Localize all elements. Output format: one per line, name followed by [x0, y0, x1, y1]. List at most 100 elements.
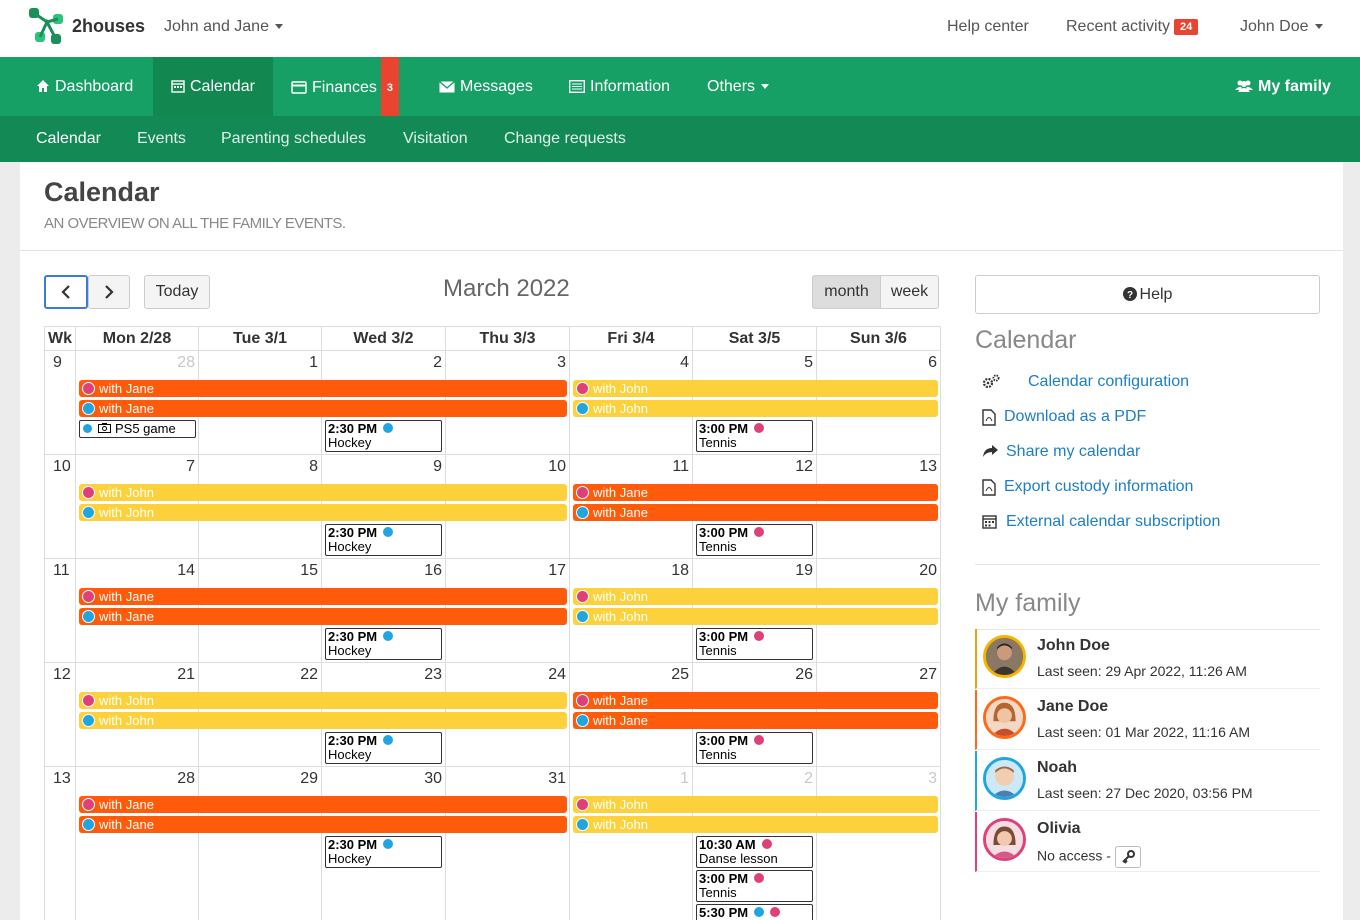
event-tennis[interactable]: 3:00 PM Tennis	[696, 628, 813, 660]
custody-bar[interactable]: with John	[79, 504, 567, 521]
day-number[interactable]: 22	[300, 666, 318, 683]
day-number[interactable]: 23	[424, 666, 442, 683]
day-cell[interactable]	[322, 766, 446, 920]
custody-bar[interactable]: with Jane	[79, 816, 567, 833]
subnav-visitation[interactable]: Visitation	[403, 130, 468, 147]
nav-calendar[interactable]: Calendar	[153, 57, 273, 116]
brand-name[interactable]: 2houses	[72, 16, 146, 36]
subnav-change-requests[interactable]: Change requests	[504, 130, 626, 147]
day-cell[interactable]	[817, 662, 941, 766]
custody-bar[interactable]: with Jane	[79, 796, 567, 813]
family-member[interactable]: Noah Last seen: 27 Dec 2020, 03:56 PM	[975, 751, 1320, 811]
event-late[interactable]: 5:30 PM	[696, 904, 813, 920]
day-number[interactable]: 9	[433, 458, 442, 475]
day-cell[interactable]	[817, 766, 941, 920]
event-hockey[interactable]: 2:30 PM Hockey	[325, 628, 442, 660]
family-member[interactable]: Olivia No access -	[975, 812, 1320, 872]
event-danse-lesson[interactable]: 10:30 AM Danse lesson	[696, 836, 813, 868]
event-hockey[interactable]: 2:30 PM Hockey	[325, 836, 442, 868]
subnav-parenting-schedules[interactable]: Parenting schedules	[221, 130, 366, 147]
family-selector[interactable]: John and Jane	[164, 18, 283, 36]
day-cell[interactable]	[446, 662, 570, 766]
day-number[interactable]: 11	[672, 458, 689, 475]
day-cell[interactable]	[446, 454, 570, 558]
day-number[interactable]: 1	[309, 354, 318, 371]
custody-bar[interactable]: with Jane	[573, 712, 938, 729]
day-number[interactable]: 3	[557, 354, 566, 371]
subnav-calendar[interactable]: Calendar	[36, 130, 101, 147]
day-number[interactable]: 29	[300, 770, 318, 787]
day-cell[interactable]	[817, 558, 941, 662]
day-number[interactable]: 4	[680, 354, 689, 371]
day-number[interactable]: 10	[548, 458, 566, 475]
event-tennis[interactable]: 3:00 PM Tennis	[696, 732, 813, 764]
nav-messages[interactable]: Messages	[421, 57, 551, 116]
family-member[interactable]: Jane Doe Last seen: 01 Mar 2022, 11:16 A…	[975, 690, 1320, 750]
view-week-button[interactable]: week	[880, 275, 939, 309]
day-number[interactable]: 25	[671, 666, 689, 683]
nav-dashboard[interactable]: Dashboard	[18, 57, 151, 116]
prev-month-button[interactable]	[44, 275, 88, 309]
day-cell[interactable]	[693, 766, 817, 920]
day-number[interactable]: 28	[177, 354, 195, 371]
next-month-button[interactable]	[88, 275, 130, 309]
custody-bar[interactable]: with Jane	[79, 588, 567, 605]
day-number[interactable]: 5	[804, 354, 813, 371]
custody-bar[interactable]: with John	[573, 400, 938, 417]
day-cell[interactable]	[446, 766, 570, 920]
day-number[interactable]: 14	[177, 562, 195, 579]
day-number[interactable]: 15	[300, 562, 318, 579]
event-hockey[interactable]: 2:30 PM Hockey	[325, 732, 442, 764]
day-number[interactable]: 19	[795, 562, 813, 579]
event-hockey[interactable]: 2:30 PM Hockey	[325, 420, 442, 452]
custody-bar[interactable]: with John	[573, 608, 938, 625]
custody-bar[interactable]: with John	[79, 712, 567, 729]
day-number[interactable]: 18	[671, 562, 689, 579]
day-number[interactable]: 2	[804, 770, 813, 787]
nav-others[interactable]: Others	[689, 57, 787, 116]
view-month-button[interactable]: month	[812, 275, 881, 309]
custody-bar[interactable]: with John	[573, 588, 938, 605]
day-number[interactable]: 28	[177, 770, 195, 787]
day-number[interactable]: 21	[177, 666, 195, 683]
day-number[interactable]: 8	[309, 458, 318, 475]
family-member[interactable]: John Doe Last seen: 29 Apr 2022, 11:26 A…	[975, 629, 1320, 689]
day-number[interactable]: 12	[795, 458, 813, 475]
day-number[interactable]: 20	[919, 562, 937, 579]
day-cell[interactable]	[76, 766, 199, 920]
custody-bar[interactable]: with John	[79, 692, 567, 709]
day-number[interactable]: 30	[424, 770, 442, 787]
user-menu[interactable]: John Doe	[1240, 18, 1323, 36]
grant-access-button[interactable]	[1114, 846, 1141, 868]
help-button[interactable]: ? Help	[975, 275, 1320, 314]
event-ps5-game[interactable]: PS5 game	[79, 420, 196, 438]
day-number[interactable]: 3	[928, 770, 937, 787]
day-number[interactable]: 31	[548, 770, 566, 787]
help-center-link[interactable]: Help center	[947, 18, 1029, 35]
day-number[interactable]: 27	[919, 666, 937, 683]
custody-bar[interactable]: with Jane	[79, 400, 567, 417]
nav-my-family[interactable]: My family	[1217, 57, 1349, 116]
day-cell[interactable]	[199, 766, 322, 920]
day-number[interactable]: 6	[928, 354, 937, 371]
custody-bar[interactable]: with Jane	[573, 484, 938, 501]
custody-bar[interactable]: with Jane	[79, 608, 567, 625]
custody-bar[interactable]: with John	[79, 484, 567, 501]
today-button[interactable]: Today	[144, 275, 210, 309]
event-tennis[interactable]: 3:00 PM Tennis	[696, 524, 813, 556]
day-cell[interactable]	[817, 350, 941, 454]
custody-bar[interactable]: with John	[573, 796, 938, 813]
day-number[interactable]: 16	[424, 562, 442, 579]
custody-bar[interactable]: with Jane	[573, 504, 938, 521]
recent-activity-link[interactable]: Recent activity 24	[1066, 18, 1199, 36]
event-tennis[interactable]: 3:00 PM Tennis	[696, 870, 813, 902]
day-number[interactable]: 17	[548, 562, 566, 579]
day-cell[interactable]	[817, 454, 941, 558]
nav-finances[interactable]: Finances 3	[273, 57, 417, 120]
day-number[interactable]: 7	[186, 458, 195, 475]
nav-information[interactable]: Information	[551, 57, 688, 116]
day-cell[interactable]	[570, 766, 693, 920]
day-cell[interactable]	[446, 558, 570, 662]
event-hockey[interactable]: 2:30 PM Hockey	[325, 524, 442, 556]
custody-bar[interactable]: with Jane	[573, 692, 938, 709]
